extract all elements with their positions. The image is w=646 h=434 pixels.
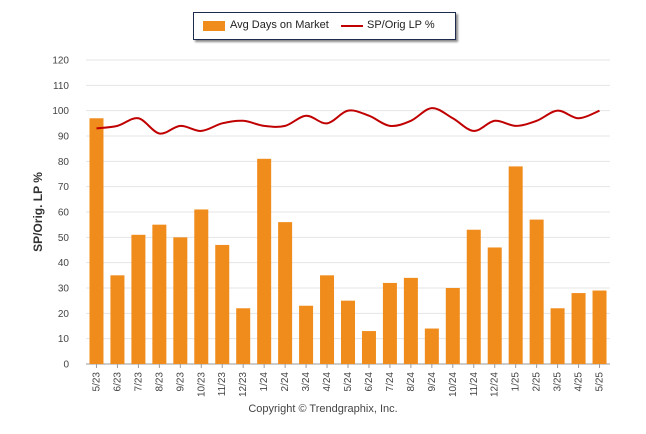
bar [257, 158, 272, 364]
bar [236, 308, 251, 364]
legend-line-label: SP/Orig LP % [367, 19, 435, 31]
y-tick-label: 80 [58, 157, 70, 168]
sp-orig-lp-line [96, 107, 600, 135]
x-tick-label: 12/24 [490, 372, 501, 397]
bar [529, 219, 544, 364]
legend-line-swatch [341, 25, 363, 27]
copyright-footer: Copyright © Trendgraphix, Inc. [248, 403, 398, 415]
bar [403, 277, 418, 364]
bar [466, 229, 481, 364]
x-tick-label: 3/24 [301, 372, 312, 392]
bar [173, 237, 188, 364]
bar-series [89, 118, 607, 365]
x-tick-label: 11/24 [469, 372, 480, 397]
y-tick-label: 10 [58, 334, 70, 345]
bar [592, 290, 607, 364]
x-tick-label: 10/23 [196, 372, 207, 397]
y-tick-label: 90 [58, 132, 70, 143]
x-tick-label: 2/25 [532, 372, 543, 392]
x-tick-label: 4/25 [574, 372, 585, 392]
legend-bar-swatch [203, 21, 225, 31]
y-axis-title: SP/Orig. LP % [31, 172, 45, 252]
x-tick-label: 11/23 [217, 372, 228, 397]
x-tick-label: 7/23 [133, 372, 144, 392]
y-tick-label: 0 [63, 360, 69, 371]
y-tick-label: 60 [58, 208, 70, 219]
x-tick-label: 10/24 [448, 372, 459, 397]
bar [215, 244, 230, 364]
bar [89, 118, 104, 365]
bar [571, 293, 586, 364]
x-tick-label: 5/25 [595, 372, 606, 392]
x-tick-label: 5/24 [343, 372, 354, 392]
y-tick-label: 100 [52, 106, 69, 117]
y-tick-label: 110 [53, 81, 69, 92]
y-tick-label: 30 [58, 284, 70, 295]
y-tick-label: 120 [52, 56, 69, 67]
x-tick-label: 7/24 [385, 372, 396, 392]
bar [361, 331, 376, 364]
x-tick-label: 12/23 [238, 372, 249, 397]
bar [550, 308, 565, 364]
y-tick-label: 20 [58, 309, 70, 320]
x-tick-label: 5/23 [91, 372, 102, 392]
y-tick-label: 40 [58, 258, 70, 269]
bar [299, 305, 314, 364]
bar [110, 275, 125, 364]
x-tick-label: 8/24 [406, 372, 417, 392]
bar [152, 224, 167, 364]
y-tick-label: 70 [58, 182, 70, 193]
x-tick-label: 3/25 [553, 372, 564, 392]
x-tick-label: 4/24 [322, 372, 333, 392]
x-tick-label: 6/23 [112, 372, 123, 392]
bar [341, 300, 355, 364]
bar [424, 328, 439, 364]
bar [445, 288, 460, 364]
x-tick-label: 6/24 [364, 372, 375, 392]
bar [508, 166, 523, 364]
x-tick-label: 8/23 [154, 372, 165, 392]
bar [278, 222, 293, 364]
x-tick-label: 9/23 [175, 372, 186, 392]
bar [382, 282, 397, 364]
x-tick-label: 1/25 [511, 372, 522, 392]
x-tick-label: 9/24 [427, 372, 438, 392]
legend-bar-label: Avg Days on Market [230, 19, 329, 31]
x-tick-label: 2/24 [280, 372, 291, 392]
x-tick-label: 1/24 [259, 372, 270, 392]
bar [487, 247, 502, 364]
y-axis-ticks: 0 10 20 30 40 50 60 70 80 90 100 110 120 [52, 56, 69, 371]
y-tick-label: 50 [58, 233, 70, 244]
bar [131, 234, 146, 364]
x-axis-ticks: 5/23 6/23 7/23 8/23 9/23 10/23 11/23 12/23 1/24 2… [91, 364, 606, 397]
bar [320, 275, 335, 364]
legend: Avg Days on Market SP/Orig LP % [193, 12, 456, 40]
line-series [96, 107, 600, 135]
bar [194, 209, 209, 364]
